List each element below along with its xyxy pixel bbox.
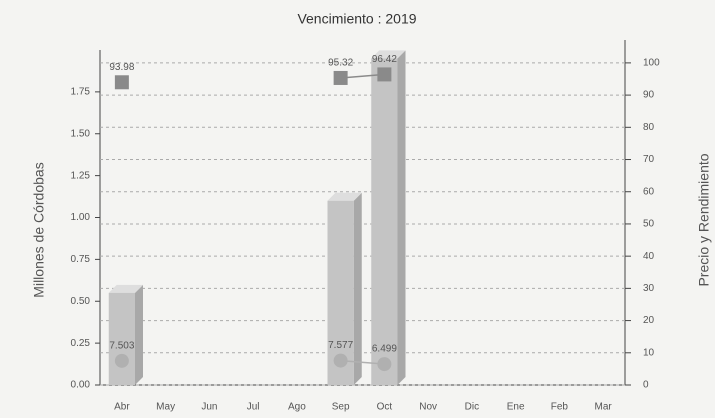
x-tick-label: Sep: [332, 402, 350, 413]
bar-side: [397, 50, 406, 385]
data-label: 96.42: [372, 54, 397, 65]
bar: [371, 58, 398, 385]
y-tick-label: 0.00: [71, 380, 91, 391]
bar: [108, 292, 135, 385]
x-tick-label: Dic: [465, 402, 479, 413]
x-tick-label: Jun: [201, 402, 217, 413]
y-tick-label: 0.50: [71, 296, 91, 307]
y2-tick-label: 20: [643, 315, 655, 326]
y2-tick-label: 40: [643, 251, 655, 262]
y-tick-label: 1.25: [71, 170, 91, 181]
x-tick-label: Oct: [377, 402, 393, 413]
data-label: 6.499: [372, 344, 397, 355]
x-tick-label: May: [156, 402, 175, 413]
bar-top: [327, 192, 362, 201]
bar-top: [371, 50, 406, 59]
y2-tick-label: 70: [643, 154, 655, 165]
y-tick-label: 0.75: [71, 254, 91, 265]
marker: [377, 67, 392, 82]
y-tick-label: 1.75: [71, 87, 91, 98]
y2-tick-label: 0: [643, 380, 649, 391]
marker: [114, 353, 129, 368]
chart-title: Vencimiento : 2019: [297, 11, 416, 27]
y2-tick-label: 50: [643, 219, 655, 230]
bar-side: [353, 192, 362, 385]
y2-tick-label: 80: [643, 122, 655, 133]
y-tick-label: 0.25: [71, 338, 91, 349]
y2-axis-label: Precio y Rendimiento: [696, 153, 712, 286]
y2-tick-label: 30: [643, 283, 655, 294]
x-tick-label: Feb: [551, 402, 569, 413]
y2-tick-label: 60: [643, 186, 655, 197]
x-tick-label: Jul: [247, 402, 260, 413]
x-tick-label: Nov: [419, 402, 437, 413]
y2-tick-label: 100: [643, 58, 660, 69]
y-tick-label: 1.50: [71, 128, 91, 139]
marker: [114, 75, 129, 90]
series-line: [340, 73, 385, 79]
x-tick-label: Mar: [595, 402, 613, 413]
y-axis-label: Millones de Córdobas: [31, 162, 47, 297]
y2-tick-label: 10: [643, 347, 655, 358]
series-line: [340, 359, 385, 365]
y2-tick-label: 90: [643, 90, 655, 101]
x-tick-label: Ago: [288, 402, 306, 413]
bar-side: [135, 284, 143, 385]
data-label: 7.577: [328, 340, 353, 351]
y-tick-label: 1.00: [71, 212, 91, 223]
marker: [377, 357, 392, 372]
x-tick-label: Ene: [507, 402, 525, 413]
x-tick-label: Abr: [114, 402, 130, 413]
data-label: 95.32: [328, 58, 353, 69]
data-label: 7.503: [109, 340, 134, 351]
data-label: 93.98: [109, 62, 134, 73]
marker: [333, 70, 348, 85]
bar-top: [108, 284, 143, 293]
marker: [333, 353, 348, 368]
